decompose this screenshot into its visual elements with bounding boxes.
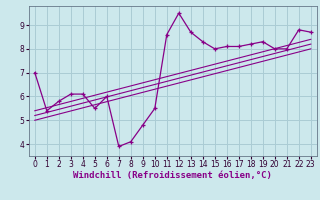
X-axis label: Windchill (Refroidissement éolien,°C): Windchill (Refroidissement éolien,°C)	[73, 171, 272, 180]
